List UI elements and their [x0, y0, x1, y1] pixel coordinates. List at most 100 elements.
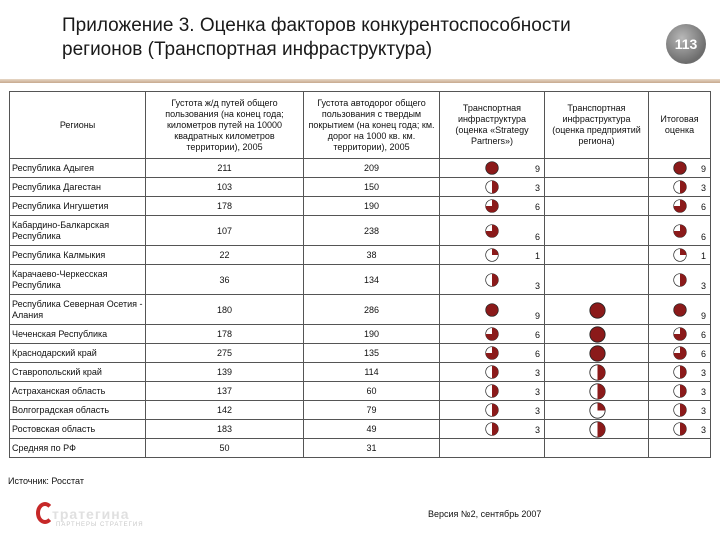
road-density-value: 38 — [303, 245, 440, 265]
road-density-value: 79 — [303, 400, 440, 420]
table-row: Краснодарский край 275 135 6 6 — [9, 343, 711, 363]
road-density-value: 60 — [303, 381, 440, 401]
logo-wordmark: тратегина — [52, 506, 130, 522]
company-logo: тратегина ПАРТНЕРЫ СТРАТЕГИЯ — [14, 500, 174, 530]
harvey-ball-icon — [485, 180, 499, 194]
harvey-ball-icon — [485, 272, 499, 287]
rail-density-value: 183 — [145, 419, 304, 439]
total-rating-cell: 6 — [648, 215, 711, 246]
rail-density-value: 36 — [145, 264, 304, 295]
total-rating-cell — [648, 438, 711, 458]
harvey-ball-icon — [485, 365, 499, 379]
enterprise-rating-cell — [544, 381, 649, 401]
total-rating-cell: 6 — [648, 324, 711, 344]
harvey-ball-icon — [588, 345, 606, 362]
table-body: Республика Адыгея 211 209 9 9 Республика Даге… — [9, 158, 711, 458]
road-density-value: 150 — [303, 177, 440, 197]
road-density-value: 238 — [303, 215, 440, 246]
harvey-ball-icon — [672, 346, 687, 360]
harvey-ball-icon — [485, 223, 499, 238]
harvey-ball-icon — [672, 180, 687, 194]
total-rating-score: 3 — [700, 368, 706, 378]
logo-mark-icon — [36, 502, 54, 524]
total-rating-score: 1 — [700, 251, 706, 261]
region-name: Кабардино-Балкарская Республика — [9, 215, 146, 246]
harvey-ball-icon — [672, 403, 687, 417]
rail-density-value: 103 — [145, 177, 304, 197]
region-name: Республика Северная Осетия - Алания — [9, 294, 146, 325]
rail-density-value: 275 — [145, 343, 304, 363]
table-header-row: Регионы Густота ж/д путей общего пользов… — [9, 91, 711, 159]
region-name: Карачаево-Черкесская Республика — [9, 264, 146, 295]
total-rating-score: 3 — [700, 425, 706, 435]
sp-rating-score: 3 — [534, 281, 540, 291]
region-name: Ставропольский край — [9, 362, 146, 382]
enterprise-rating-cell — [544, 196, 649, 216]
sp-rating-cell: 1 — [439, 245, 545, 265]
sp-rating-cell — [439, 438, 545, 458]
enterprise-rating-cell — [544, 177, 649, 197]
total-rating-score: 3 — [700, 183, 706, 193]
total-rating-score: 9 — [700, 311, 706, 321]
table-row: Республика Дагестан 103 150 3 3 — [9, 177, 711, 197]
total-rating-cell: 3 — [648, 177, 711, 197]
region-name: Краснодарский край — [9, 343, 146, 363]
harvey-ball-icon — [672, 161, 687, 175]
rail-density-value: 180 — [145, 294, 304, 325]
total-rating-score: 6 — [700, 232, 706, 242]
sp-rating-score: 6 — [534, 330, 540, 340]
road-density-value: 135 — [303, 343, 440, 363]
sp-rating-score: 6 — [534, 232, 540, 242]
harvey-ball-icon — [672, 422, 687, 436]
enterprise-rating-cell — [544, 215, 649, 246]
harvey-ball-icon — [672, 223, 687, 238]
rail-density-value: 211 — [145, 158, 304, 178]
sp-rating-cell: 3 — [439, 400, 545, 420]
road-density-value: 49 — [303, 419, 440, 439]
sp-rating-score: 1 — [534, 251, 540, 261]
logo-subtitle: ПАРТНЕРЫ СТРАТЕГИЯ — [56, 522, 144, 528]
harvey-ball-icon — [672, 272, 687, 287]
harvey-ball-icon — [672, 302, 687, 317]
sp-rating-score: 6 — [534, 202, 540, 212]
sp-rating-score: 3 — [534, 368, 540, 378]
harvey-ball-icon — [588, 383, 606, 400]
sp-rating-cell: 3 — [439, 419, 545, 439]
harvey-ball-icon — [672, 327, 687, 341]
rail-density-value: 178 — [145, 196, 304, 216]
enterprise-rating-cell — [544, 419, 649, 439]
sp-rating-score: 3 — [534, 387, 540, 397]
table-row: Кабардино-Балкарская Республика 107 238 6 6 — [9, 215, 711, 246]
sp-rating-cell: 3 — [439, 381, 545, 401]
harvey-ball-icon — [672, 384, 687, 398]
version-label: Версия №2, сентябрь 2007 — [428, 509, 542, 519]
total-rating-cell: 6 — [648, 196, 711, 216]
harvey-ball-icon — [485, 384, 499, 398]
total-rating-score: 6 — [700, 349, 706, 359]
sp-rating-score: 3 — [534, 406, 540, 416]
enterprise-rating-cell — [544, 245, 649, 265]
header-road-density: Густота автодорог общего пользования с т… — [303, 91, 440, 159]
total-rating-cell: 3 — [648, 362, 711, 382]
road-density-value: 134 — [303, 264, 440, 295]
enterprise-rating-cell — [544, 343, 649, 363]
road-density-value: 114 — [303, 362, 440, 382]
region-name: Астраханская область — [9, 381, 146, 401]
region-name: Средняя по РФ — [9, 438, 146, 458]
header-enterprise-rating: Транспортная инфраструктура (оценка пред… — [544, 91, 649, 159]
harvey-ball-icon — [485, 248, 499, 262]
region-name: Республика Калмыкия — [9, 245, 146, 265]
total-rating-score: 3 — [700, 387, 706, 397]
table-row: Республика Северная Осетия - Алания 180 28… — [9, 294, 711, 325]
table-row: Карачаево-Черкесская Республика 36 134 3 3 — [9, 264, 711, 295]
enterprise-rating-cell — [544, 438, 649, 458]
sp-rating-score: 9 — [534, 164, 540, 174]
road-density-value: 190 — [303, 324, 440, 344]
harvey-ball-icon — [672, 248, 687, 262]
table-row: Средняя по РФ 50 31 — [9, 438, 711, 458]
total-rating-score: 9 — [700, 164, 706, 174]
total-rating-cell: 3 — [648, 264, 711, 295]
harvey-ball-icon — [485, 199, 499, 213]
header-total-score: Итоговая оценка — [648, 91, 711, 159]
harvey-ball-icon — [588, 421, 606, 438]
